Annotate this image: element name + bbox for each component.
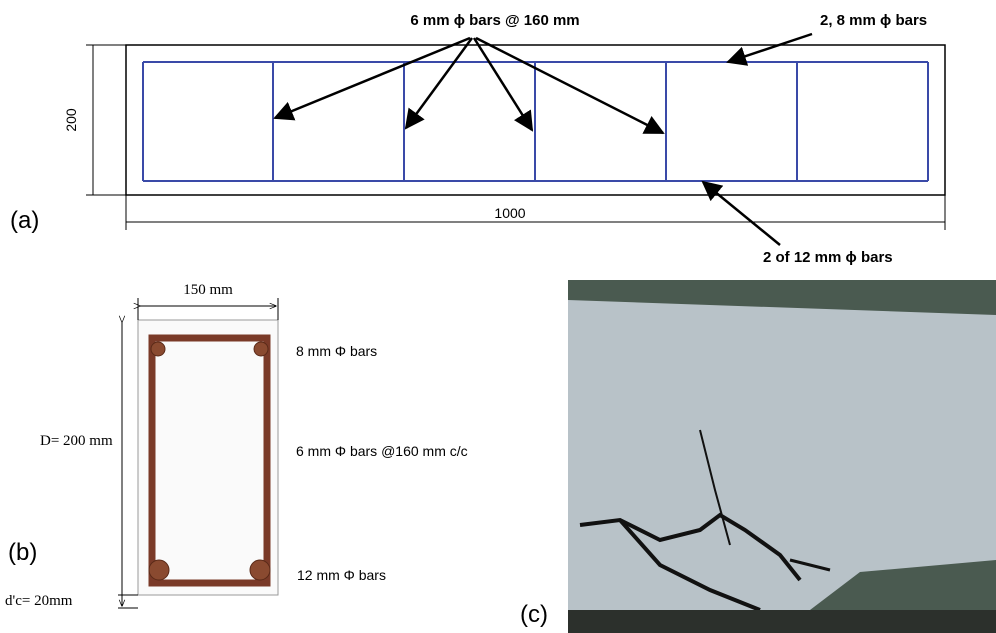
arrows xyxy=(273,32,813,246)
depth-dim: D= 200 mm xyxy=(40,433,113,449)
length-dim: 1000 xyxy=(494,205,525,221)
width-dim: 150 mm xyxy=(183,282,233,298)
bottom-bar-note: 12 mm Φ bars xyxy=(297,567,386,583)
photo-floor xyxy=(568,610,996,633)
beam-photo xyxy=(568,300,996,610)
panel-label: (a) xyxy=(10,207,39,234)
cracks xyxy=(579,429,831,612)
section-outline xyxy=(137,319,279,596)
top-bar-note: 8 mm Φ bars xyxy=(296,343,377,359)
stirrup-note: 6 mm Φ bars @160 mm c/c xyxy=(296,443,468,459)
height-dim: 200 xyxy=(63,108,79,132)
panel-label: (b) xyxy=(8,539,37,566)
stirrup-note: 6 mm ϕ bars @ 160 mm xyxy=(410,12,579,29)
panel-a: 6 mm ϕ bars @ 160 mm 2, 8 mm ϕ bars 2 of… xyxy=(10,12,946,266)
dimension-lines xyxy=(86,44,946,230)
reinforcement-cage xyxy=(142,61,929,182)
bottom-bar-note: 2 of 12 mm ϕ bars xyxy=(763,249,893,266)
top-bar-note: 2, 8 mm ϕ bars xyxy=(820,12,927,29)
panel-label: (c) xyxy=(520,601,548,628)
stirrup xyxy=(148,334,271,587)
cover-dim: d'c= 20mm xyxy=(5,593,73,609)
dimension-lines xyxy=(118,298,279,609)
panel-c: (c) xyxy=(520,280,996,633)
panel-b: 150 mm D= 200 mm d'c= 20mm 8 mm Φ bars 6… xyxy=(5,282,468,609)
beam-outline xyxy=(125,44,946,196)
bars xyxy=(148,341,271,581)
